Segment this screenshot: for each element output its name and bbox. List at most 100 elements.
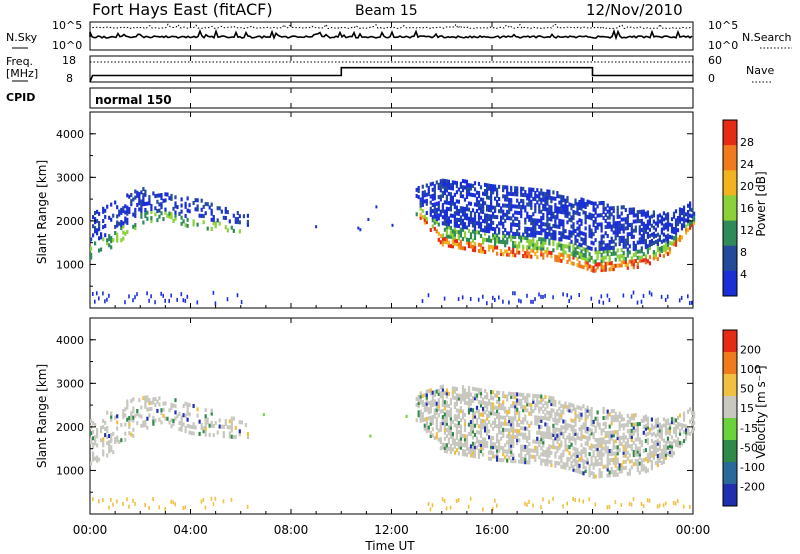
power-cell (670, 217, 674, 222)
power-cell (546, 201, 549, 206)
velocity-cell (439, 391, 442, 396)
velocity-cell (536, 397, 539, 402)
power-cell (600, 259, 603, 263)
power-cell (486, 238, 489, 243)
velocity-cell (618, 448, 621, 453)
velocity-cell (646, 459, 649, 464)
velocity-cell (656, 420, 659, 425)
power-cell (461, 237, 465, 241)
velocity-cell (158, 417, 161, 422)
power-cell (592, 241, 595, 246)
power-cell (447, 191, 450, 196)
power-cell (600, 268, 603, 273)
power-cell (496, 245, 499, 250)
velocity-cell (479, 412, 483, 417)
power-cell (437, 182, 440, 187)
power-cell (620, 226, 623, 231)
power-cell (584, 214, 587, 219)
power-ground-cell (134, 295, 136, 300)
power-cell (490, 220, 493, 225)
velocity-cell (518, 453, 521, 458)
velocity-cell (510, 434, 513, 439)
velocity-cell (112, 450, 115, 455)
velocity-cell (518, 392, 521, 397)
power-cell (451, 183, 454, 188)
velocity-cell (469, 453, 473, 458)
velocity-cell (572, 428, 575, 433)
velocity-cell (524, 448, 527, 452)
velocity-cell (506, 394, 509, 399)
power-ground-cell (212, 290, 215, 295)
velocity-cell (150, 406, 153, 411)
power-cell (646, 222, 649, 227)
power-cell (554, 215, 557, 220)
power-cell (572, 255, 575, 260)
power-cell (618, 214, 621, 219)
power-cell (556, 206, 559, 211)
velocity-cell (435, 401, 438, 406)
power-ground-cell (664, 297, 667, 302)
velocity-cell (536, 415, 539, 420)
velocity-cell (435, 435, 438, 440)
power-cell (477, 215, 481, 220)
power-cell (180, 215, 183, 220)
power-cell (516, 250, 519, 255)
velocity-ground-cell (630, 502, 633, 507)
velocity-cell (586, 439, 589, 444)
power-cell (624, 226, 627, 231)
power-cell (689, 219, 692, 224)
power-cell (542, 252, 545, 257)
power-cell (516, 247, 519, 252)
velocity-cell (484, 437, 487, 442)
power-cell (616, 254, 619, 259)
velocity-cell (461, 443, 465, 447)
velocity-cell (536, 430, 539, 435)
power-cell (540, 197, 543, 202)
velocity-cell (198, 431, 201, 436)
power-cell (506, 188, 509, 193)
power-cell (473, 233, 477, 237)
velocity-ground-cell (656, 504, 659, 509)
power-cell (492, 184, 495, 189)
velocity-cell (150, 400, 153, 405)
velocity-cell (676, 425, 680, 430)
power-cell (562, 198, 565, 203)
velocity-cell (654, 448, 657, 453)
power-cell (600, 262, 603, 266)
velocity-cell (100, 429, 103, 434)
velocity-cell (475, 445, 479, 450)
power-cell (510, 228, 513, 233)
velocity-cell (528, 423, 531, 428)
velocity-cell (463, 425, 467, 430)
power-cell (196, 222, 199, 227)
power-cell (664, 246, 668, 251)
velocity-cell (570, 409, 573, 414)
power-cell (475, 202, 479, 207)
velocity-ground-cell (682, 504, 685, 509)
power-cell (576, 257, 579, 262)
velocity-cell (662, 460, 665, 464)
velocity-cell (544, 452, 547, 457)
power-cell (666, 236, 670, 241)
power-cell (486, 207, 489, 212)
power-cell (471, 217, 475, 222)
velocity-cell (636, 425, 639, 430)
power-cell (423, 220, 426, 225)
power-cell (664, 249, 668, 254)
velocity-scatter-cells (90, 384, 696, 512)
power-cell (558, 209, 561, 214)
power-cell (150, 216, 153, 221)
power-cell (578, 202, 581, 207)
power-cell (126, 211, 129, 216)
power-cell (192, 201, 195, 205)
velocity-cell (518, 413, 521, 418)
velocity-cell (674, 433, 678, 438)
velocity-cell (544, 416, 547, 421)
power-cell (612, 215, 615, 220)
velocity-cell (494, 421, 497, 425)
power-cell (564, 250, 567, 255)
velocity-cell (584, 453, 587, 458)
power-cell (498, 227, 501, 232)
time-tick-label: 16:00 (475, 523, 510, 537)
power-cell (234, 216, 237, 221)
